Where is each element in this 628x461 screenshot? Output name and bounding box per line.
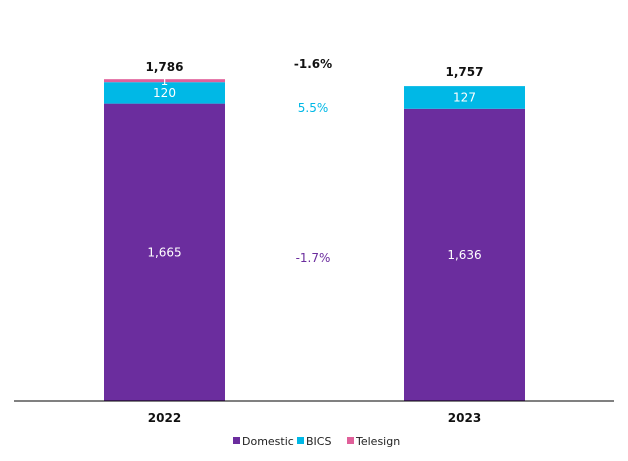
category-labels-group: 2022 2023 (148, 411, 481, 425)
bar-telesign-2022 (104, 79, 225, 83)
segment-label-bics-2022: 120 (153, 86, 176, 100)
bar-domestic-2023 (404, 108, 525, 401)
annotation-bics-change: 5.5% (298, 101, 329, 115)
segment-label-telesign-2022: 1 (161, 74, 169, 88)
category-label-2022: 2022 (148, 411, 181, 425)
bar-bics-2022 (104, 82, 225, 104)
category-label-2023: 2023 (448, 411, 481, 425)
legend-label-telesign: Telesign (355, 435, 400, 448)
segment-label-domestic-2023: 1,636 (447, 248, 481, 262)
bars-group (104, 79, 525, 401)
total-label-2023: 1,757 (446, 65, 484, 79)
annotation-domestic-change: -1.7% (296, 251, 331, 265)
legend-swatch-domestic (233, 437, 240, 444)
segment-label-bics-2023: 127 (453, 90, 476, 104)
legend-label-domestic: Domestic (242, 435, 294, 448)
bar-domestic-2022 (104, 103, 225, 401)
total-label-2022: 1,786 (146, 60, 184, 74)
legend: Domestic BICS Telesign (233, 435, 400, 448)
total-labels-group: 1,786 1,757 (146, 60, 484, 79)
legend-swatch-bics (297, 437, 304, 444)
segment-label-domestic-2022: 1,665 (147, 245, 181, 259)
bar-bics-2023 (404, 86, 525, 109)
legend-swatch-telesign (347, 437, 354, 444)
annotation-total-change: -1.6% (294, 57, 332, 71)
legend-label-bics: BICS (306, 435, 331, 448)
